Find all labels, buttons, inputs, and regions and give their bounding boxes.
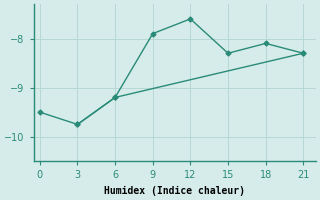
X-axis label: Humidex (Indice chaleur): Humidex (Indice chaleur) [104, 186, 245, 196]
